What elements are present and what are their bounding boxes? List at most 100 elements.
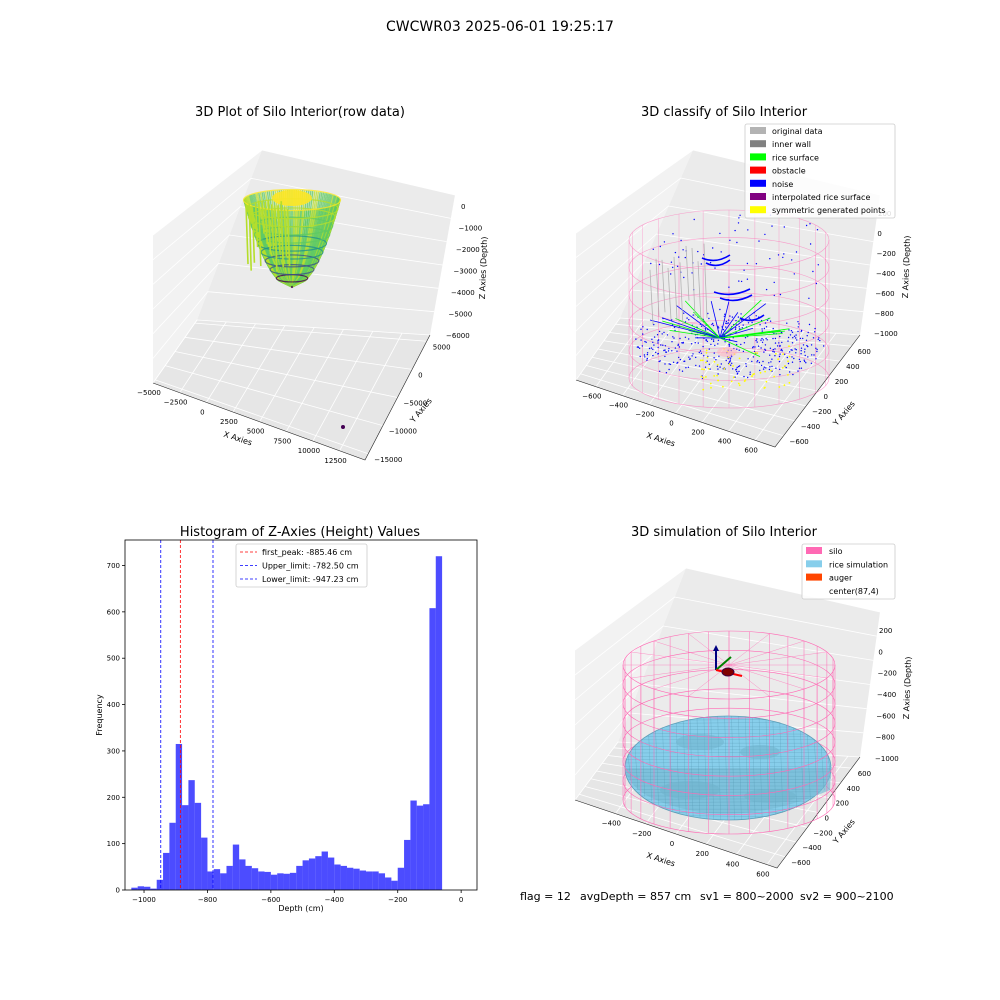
noise-point	[748, 317, 751, 319]
y-tick-label: −10000	[389, 428, 417, 436]
noise-point	[763, 351, 765, 353]
noise-arc	[701, 254, 731, 262]
noise-point	[706, 360, 708, 362]
noise-point	[752, 356, 755, 358]
noise-point	[731, 362, 733, 364]
noise-point	[700, 325, 703, 327]
noise-point	[708, 363, 710, 365]
histogram-bar	[385, 877, 392, 890]
histogram-bar	[334, 864, 341, 890]
rice-depression	[744, 789, 796, 803]
original-data-strand	[685, 245, 690, 301]
noise-point	[741, 327, 743, 329]
noise-point	[688, 358, 691, 360]
raw-data-title: 3D Plot of Silo Interior(row data)	[195, 105, 405, 120]
histogram-bar	[353, 868, 360, 890]
noise-point	[759, 324, 761, 326]
noise-point	[719, 308, 721, 311]
noise-point	[743, 269, 745, 271]
classify-left-pane	[576, 150, 693, 380]
noise-point	[690, 343, 693, 345]
noise-point	[725, 359, 727, 362]
noise-point	[665, 372, 668, 374]
y-tick-label: −600	[790, 438, 809, 446]
raw-z-ticks: 0 −1000 −2000 −3000 −4000 −5000 −6000	[446, 203, 482, 340]
noise-arc	[705, 259, 731, 267]
noise-point	[805, 224, 808, 227]
noise-point	[739, 214, 741, 216]
rice-mesh-line	[745, 716, 749, 820]
rice-mesh-line	[710, 716, 714, 820]
noise-point	[698, 351, 700, 354]
noise-point	[747, 358, 749, 360]
noise-point	[712, 247, 714, 249]
noise-point	[736, 370, 738, 373]
noise-point	[798, 323, 800, 325]
simulation-auger	[713, 645, 743, 677]
noise-point	[761, 328, 763, 330]
classify-grid	[575, 149, 881, 441]
grid-line	[615, 323, 852, 347]
histogram-bar	[359, 870, 367, 890]
grid-line	[152, 149, 456, 236]
noise-point	[658, 330, 661, 333]
y-tick-label: −5000	[404, 400, 428, 408]
histogram-bars	[131, 556, 443, 890]
x-tick-label: −400	[325, 896, 344, 904]
noise-point	[642, 326, 644, 328]
symmetric-point	[783, 384, 786, 387]
noise-point	[667, 350, 670, 352]
y-tick-label: 200	[836, 800, 849, 808]
rice-surface-strand	[649, 319, 721, 339]
simulation-left-pane	[575, 568, 686, 800]
noise-point	[805, 339, 808, 341]
noise-point	[771, 358, 773, 360]
noise-point	[808, 297, 810, 299]
grid-line	[152, 177, 451, 260]
original-data-strand	[679, 262, 684, 327]
noise-point	[672, 233, 674, 235]
noise-point	[657, 339, 660, 341]
x-tick-label: 200	[691, 428, 704, 436]
noise-point	[727, 322, 729, 324]
raw-wall-streak	[267, 200, 272, 255]
noise-point	[672, 361, 675, 363]
legend-swatch	[750, 166, 766, 174]
x-tick-label: −2500	[164, 399, 188, 407]
rice-surface-strand	[719, 328, 790, 339]
noise-point	[764, 344, 767, 346]
grid-line	[575, 261, 867, 332]
symmetric-point	[732, 376, 735, 379]
noise-point	[705, 339, 707, 342]
noise-point	[776, 345, 779, 347]
y-tick-label: 600	[858, 348, 871, 356]
noise-point	[692, 353, 694, 355]
noise-point	[774, 342, 777, 344]
symmetric-point	[764, 370, 766, 373]
symmetric-point	[713, 375, 716, 377]
noise-point	[671, 350, 673, 352]
histogram-bar	[182, 805, 189, 890]
symmetric-point	[723, 367, 726, 370]
histogram-bar	[308, 858, 316, 890]
noise-point	[804, 348, 806, 350]
histogram-bar	[131, 887, 138, 890]
classify-y-label: Y Axies	[831, 399, 857, 428]
histogram-bar	[258, 871, 265, 890]
y-tick-label: 0	[116, 887, 120, 895]
noise-point	[810, 362, 813, 364]
noise-point	[707, 312, 709, 315]
rice-mesh-line	[724, 715, 728, 821]
noise-point	[677, 343, 679, 345]
classify-axis-lines	[575, 334, 861, 448]
symmetric-point	[788, 355, 791, 358]
histogram-bar	[150, 888, 157, 890]
noise-point	[771, 365, 773, 368]
noise-point	[661, 333, 663, 335]
symmetric-point	[738, 357, 741, 360]
legend-label: inner wall	[772, 140, 811, 149]
histogram-bar	[346, 867, 354, 890]
rice-mesh-line	[686, 815, 770, 817]
symmetric-point	[702, 388, 705, 391]
grid-line	[592, 356, 807, 407]
